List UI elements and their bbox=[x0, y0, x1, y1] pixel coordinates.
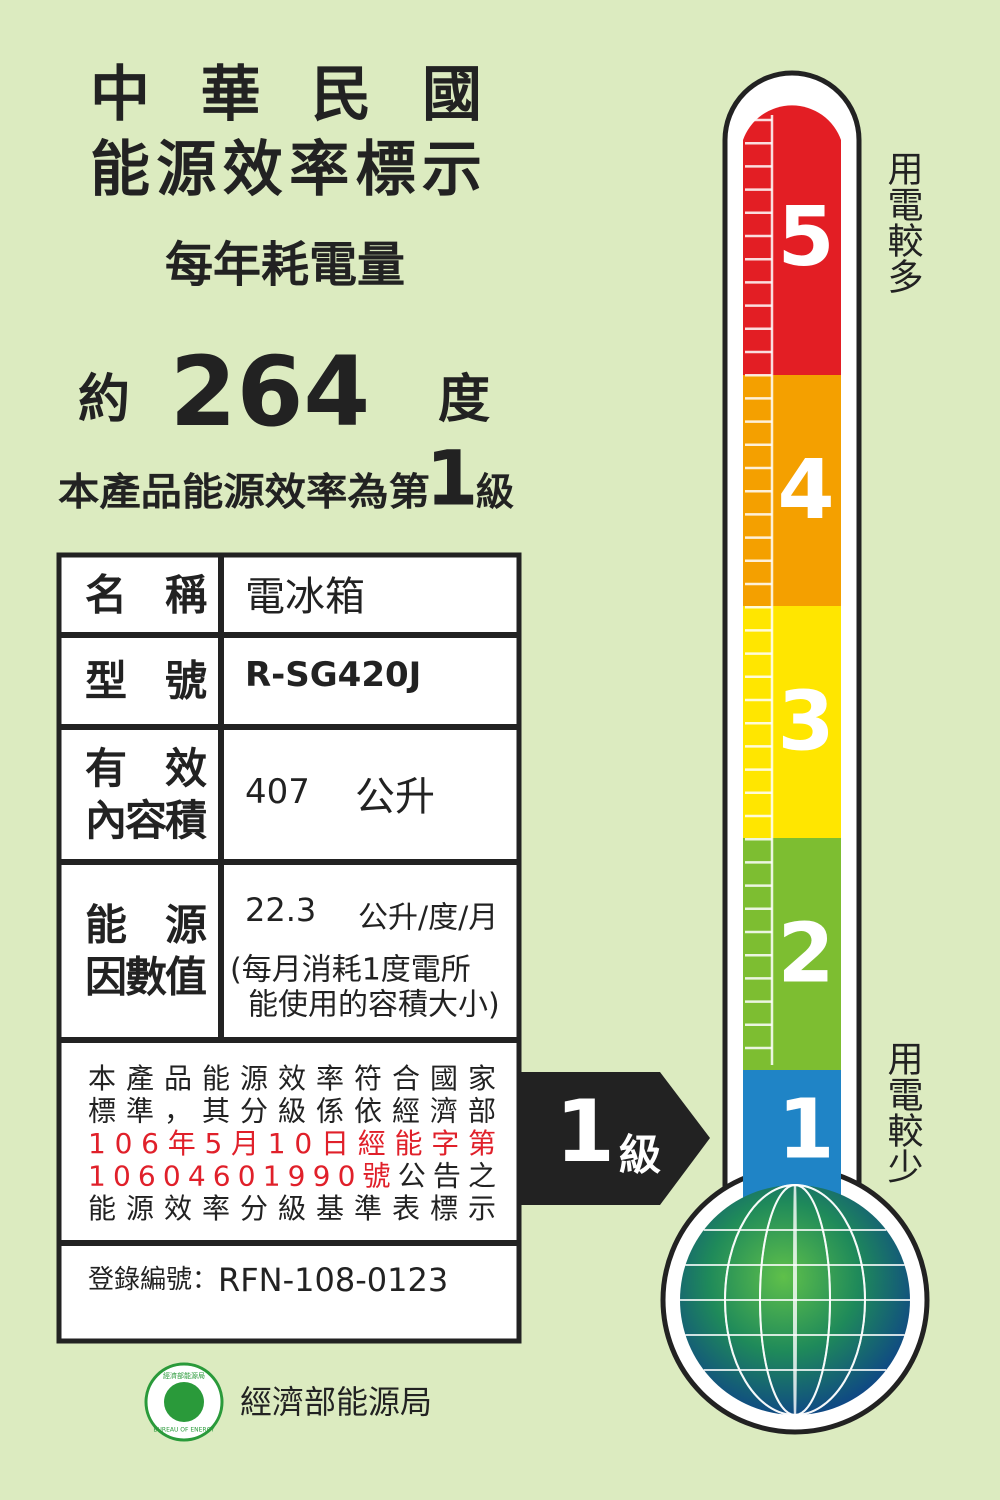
registration-label: 登錄編號： bbox=[88, 1265, 218, 1295]
logo-core bbox=[164, 1382, 204, 1422]
logo-bottom: BUREAU OF ENERGY bbox=[153, 1427, 215, 1434]
level-label: 3 bbox=[777, 675, 834, 770]
level-label: 1 bbox=[777, 1083, 834, 1178]
globe-meridian bbox=[724, 1184, 866, 1416]
bottom-note: 用電較少 bbox=[882, 1040, 923, 1184]
registration-number: RFN-108-0123 bbox=[218, 1261, 448, 1299]
row-label: 能 源 bbox=[85, 901, 207, 950]
grade-suffix: 級 bbox=[476, 470, 514, 514]
row-value: (每月消耗1度電所 bbox=[230, 953, 471, 988]
row-label: 型 號 bbox=[85, 657, 207, 706]
row-value: 22.3 bbox=[245, 891, 316, 929]
notice-segment: 10604601990號 bbox=[88, 1159, 391, 1192]
notice-line: 本產品能源效率符合國家 bbox=[88, 1062, 496, 1095]
row-label: 內容積 bbox=[85, 796, 207, 845]
grade-arrow bbox=[520, 1072, 710, 1205]
notice-line: 10604601990號 公告之 bbox=[88, 1159, 496, 1192]
level-label: 5 bbox=[777, 190, 834, 285]
row-value: 公升/度/月 bbox=[358, 901, 498, 936]
arrow-suffix: 級 bbox=[619, 1131, 661, 1180]
row-value: 公升 bbox=[355, 774, 435, 820]
notice-segment: 本產品能源效率符合國家 bbox=[88, 1062, 496, 1095]
level-label: 2 bbox=[777, 907, 834, 1002]
table-border bbox=[56, 552, 522, 1344]
level-band bbox=[743, 105, 841, 375]
row-value: R-SG420J bbox=[245, 655, 421, 695]
level-band bbox=[743, 1070, 841, 1200]
consumption-prefix: 約 bbox=[78, 370, 130, 430]
consumption-unit: 度 bbox=[438, 370, 490, 430]
row-value: 電冰箱 bbox=[245, 574, 365, 620]
notice-line: 能源效率分級基準表標示 bbox=[88, 1192, 496, 1225]
grade-text: 本產品能源效率為第 bbox=[58, 470, 430, 514]
agency-name: 經濟部能源局 bbox=[240, 1383, 432, 1421]
arrow-grade: 1 bbox=[555, 1082, 615, 1182]
row-value: 能使用的容積大小) bbox=[248, 988, 500, 1023]
notice-segment: 能源效率分級基準表標示 bbox=[88, 1192, 496, 1225]
notice-segment: 公告之 bbox=[398, 1159, 496, 1192]
level-label: 4 bbox=[777, 443, 834, 538]
row-label: 有 效 bbox=[85, 744, 207, 793]
top-note: 用電較多 bbox=[882, 150, 923, 294]
notice-segment: 標準，其分級係依經濟部 bbox=[88, 1094, 496, 1127]
logo-top: 經濟部能源局 bbox=[163, 1371, 205, 1380]
registration: 登錄編號：RFN-108-0123 bbox=[88, 1261, 448, 1299]
grade-number: 1 bbox=[426, 434, 479, 523]
row-label: 因數值 bbox=[85, 953, 207, 1002]
row-value: 407 bbox=[245, 772, 310, 812]
consumption-value: 264 bbox=[170, 336, 370, 448]
subtitle: 每年耗電量 bbox=[165, 237, 405, 293]
notice-line: 標準，其分級係依經濟部 bbox=[88, 1094, 496, 1127]
row-label: 名 稱 bbox=[85, 571, 207, 620]
